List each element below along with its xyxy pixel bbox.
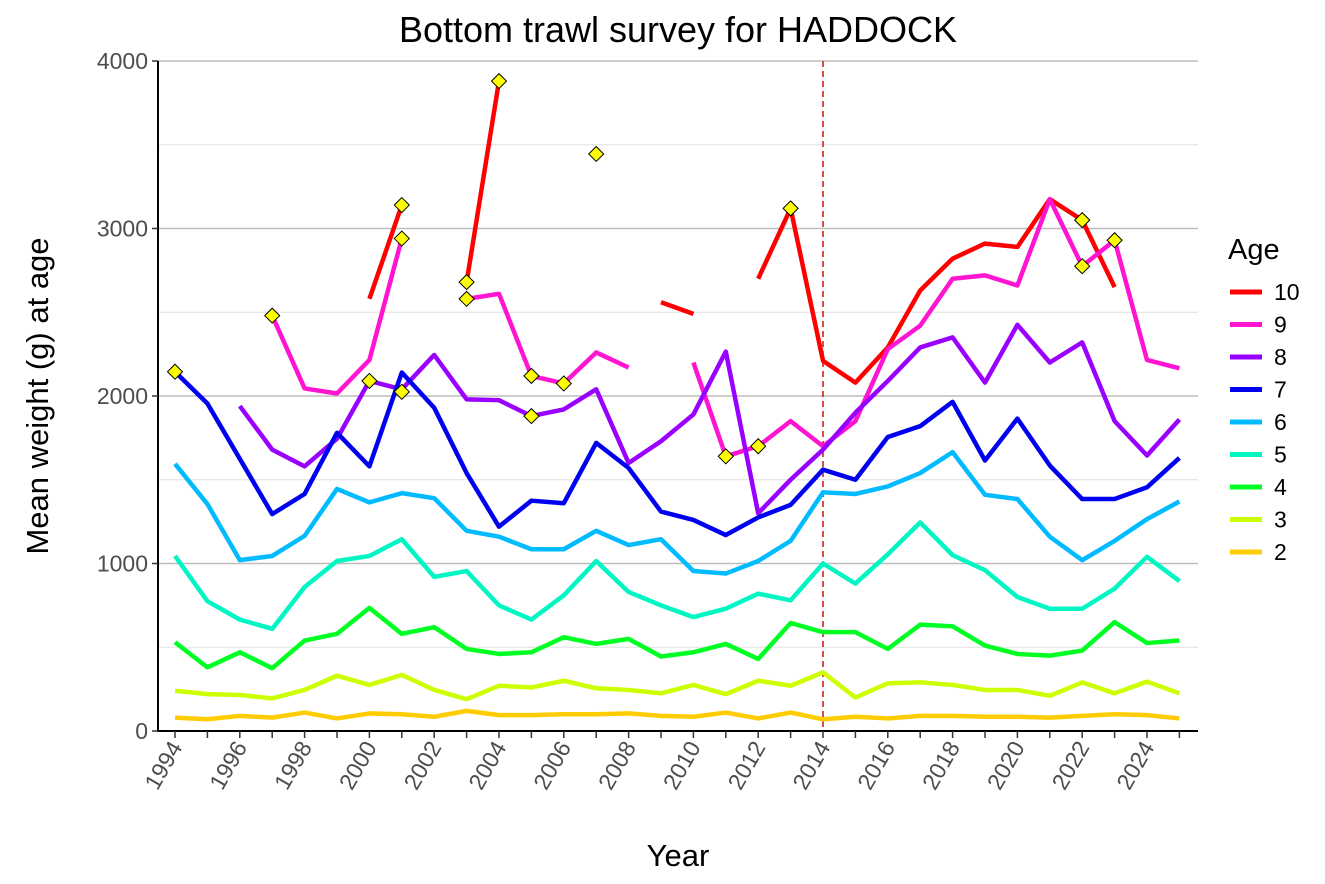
x-tick-label: 2004 <box>463 736 511 793</box>
highlight-marker <box>263 307 281 324</box>
highlight-marker <box>782 200 799 217</box>
x-tick-label: 1998 <box>269 737 317 794</box>
legend-label: 7 <box>1274 377 1287 403</box>
chart-title: Bottom trawl survey for HADDOCK <box>399 9 957 50</box>
x-tick-label: 1996 <box>204 737 252 794</box>
legend-label: 4 <box>1274 474 1287 500</box>
legend-label: 2 <box>1274 539 1287 565</box>
highlight-marker <box>1073 257 1091 275</box>
y-tick-label: 1000 <box>97 551 148 577</box>
series-line-age-9 <box>466 291 630 386</box>
highlight-marker <box>458 290 475 308</box>
series-line-age-3 <box>174 670 1181 702</box>
y-tick-label: 2000 <box>97 383 148 409</box>
highlight-marker <box>458 273 475 291</box>
legend-label: 9 <box>1274 312 1287 338</box>
series-line-age-2 <box>174 708 1180 722</box>
x-tick-label: 2000 <box>334 737 382 794</box>
series-line-age-6 <box>173 449 1181 576</box>
highlight-marker <box>490 72 508 90</box>
highlight-marker <box>749 438 767 455</box>
x-tick-label: 2008 <box>593 737 641 794</box>
highlight-marker <box>1106 232 1123 249</box>
highlight-marker <box>587 145 605 163</box>
x-tick-label: 2022 <box>1046 737 1094 794</box>
x-tick-label: 2024 <box>1111 736 1159 793</box>
x-tick-label: 2012 <box>722 737 770 794</box>
series-line-age-4 <box>173 605 1180 671</box>
legend-label: 5 <box>1274 442 1287 468</box>
series-line-age-10 <box>660 300 695 317</box>
highlight-marker <box>393 230 411 247</box>
legend-label: 6 <box>1274 409 1287 435</box>
series-line-age-9 <box>691 196 1180 459</box>
legend-title: Age <box>1228 234 1280 266</box>
legend-label: 3 <box>1274 507 1287 533</box>
series-line-age-5 <box>173 520 1181 632</box>
series-line-age-10 <box>756 196 1117 385</box>
x-tick-label: 2016 <box>852 737 900 794</box>
highlight-marker <box>523 407 540 425</box>
x-tick-label: 2006 <box>528 737 576 794</box>
series-line-age-10 <box>464 80 502 283</box>
series-line-age-7 <box>173 370 1181 538</box>
y-tick-label: 4000 <box>97 48 148 74</box>
highlight-marker <box>717 448 735 465</box>
highlight-marker <box>555 375 573 392</box>
series-line-age-10 <box>367 204 404 300</box>
x-tick-label: 2014 <box>787 736 835 793</box>
legend-label: 8 <box>1274 344 1287 370</box>
highlight-marker <box>1073 211 1091 229</box>
x-tick-label: 2002 <box>398 737 446 794</box>
y-tick-label: 0 <box>135 718 148 744</box>
x-tick-label: 2018 <box>917 737 965 794</box>
y-axis-label: Mean weight (g) at age <box>20 237 55 554</box>
series-line-age-9 <box>270 237 404 396</box>
series-line-age-8 <box>237 322 1182 516</box>
y-tick-label: 3000 <box>97 216 148 242</box>
highlight-marker <box>361 372 378 390</box>
x-axis-label: Year <box>647 838 710 873</box>
highlight-marker <box>393 383 411 401</box>
x-tick-label: 2020 <box>982 737 1030 794</box>
x-tick-label: 2010 <box>658 737 706 794</box>
legend-label: 10 <box>1274 279 1300 305</box>
highlight-marker <box>523 367 540 385</box>
highlight-marker <box>166 363 184 380</box>
x-tick-label: 1994 <box>139 736 187 793</box>
highlight-marker <box>393 196 411 214</box>
